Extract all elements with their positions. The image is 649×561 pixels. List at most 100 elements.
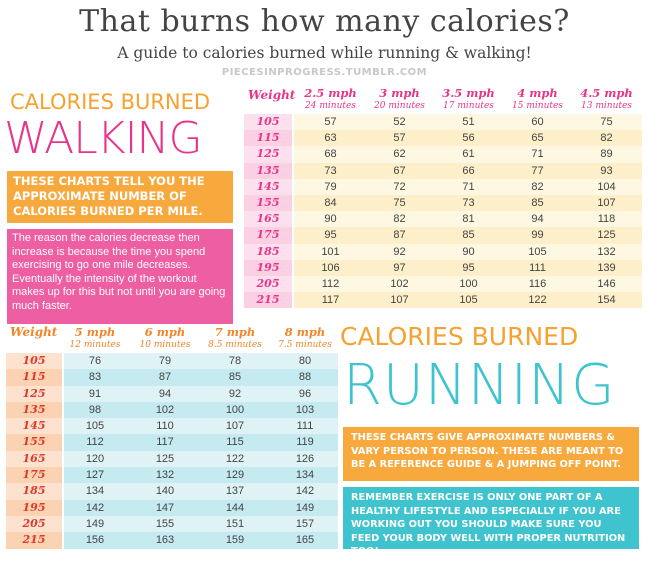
running-note-orange: THESE CHARTS GIVE APPROXIMATE NUMBERS & … — [343, 427, 639, 481]
table-row: 215 117 107 105 122 154 — [244, 292, 642, 309]
walking-row-weight: 165 — [244, 211, 292, 228]
running-table-body: 105 76 79 78 80 115 83 87 85 88 125 91 94 92 96 135 98 10… — [6, 353, 338, 549]
walking-cell: 90 — [324, 213, 337, 226]
running-cell: 134 — [295, 469, 315, 482]
table-row: 155 84 75 73 85 107 — [244, 194, 642, 212]
walking-cell: 146 — [597, 277, 616, 290]
running-row-values: 91 94 92 96 — [64, 385, 338, 402]
walking-column-speed: 3 mph — [379, 86, 420, 100]
running-cell: 142 — [85, 501, 105, 514]
running-column-speed: 5 mph — [74, 325, 116, 339]
walking-row-values: 106 97 95 111 139 — [294, 259, 642, 276]
walking-column-header: 4 mph 15 minutes — [503, 86, 572, 112]
table-row: 105 76 79 78 80 — [6, 353, 338, 370]
walking-row-values: 101 92 90 105 132 — [294, 243, 642, 260]
running-cell: 98 — [88, 403, 102, 416]
table-row: 145 105 110 107 111 — [6, 418, 338, 435]
running-note-teal: REMEMBER EXERCISE IS ONLY ONE PART OF A … — [343, 487, 639, 557]
running-row-values: 76 79 78 80 — [64, 353, 338, 370]
walking-row-weight: 195 — [244, 259, 292, 276]
walking-row-values: 73 67 66 77 93 — [294, 162, 642, 179]
walking-cell: 71 — [462, 180, 475, 193]
running-cell: 125 — [155, 452, 175, 465]
running-cell: 155 — [155, 517, 175, 530]
walking-cell: 107 — [597, 196, 616, 209]
walking-cell: 102 — [390, 277, 409, 290]
walking-cell: 99 — [531, 229, 544, 242]
running-cell: 149 — [295, 501, 315, 514]
walking-row-weight: 205 — [244, 275, 292, 293]
page-title: That burns how many calories? — [79, 4, 570, 39]
running-cell: 122 — [225, 452, 245, 465]
walking-cell: 57 — [324, 116, 337, 128]
running-row-weight: 145 — [6, 418, 62, 435]
walking-cell: 154 — [597, 294, 616, 307]
page-subtitle: A guide to calories burned while running… — [117, 44, 532, 62]
walking-cell: 106 — [321, 261, 340, 274]
walking-row-values: 68 62 61 71 89 — [294, 146, 642, 163]
running-row-values: 127 132 129 134 — [64, 467, 338, 484]
walking-column-time: 15 minutes — [512, 101, 563, 111]
table-row: 175 127 132 129 134 — [6, 467, 338, 484]
walking-row-values: 117 107 105 122 154 — [294, 292, 642, 309]
walking-cell: 101 — [321, 245, 340, 258]
running-table: Weight 5 mph 12 minutes 6 mph 10 minutes 7 m… — [6, 325, 338, 549]
walking-cell: 87 — [393, 229, 406, 242]
running-cell: 119 — [296, 436, 314, 449]
table-row: 185 134 140 137 142 — [6, 483, 338, 500]
source-credit: PIECESINPROGRESS.TUMBLR.COM — [221, 67, 428, 78]
running-column-time: 7.5 minutes — [278, 340, 332, 350]
running-column-time: 10 minutes — [139, 340, 191, 350]
running-column-header: 6 mph 10 minutes — [130, 325, 200, 351]
table-row: 165 120 125 122 126 — [6, 450, 338, 468]
running-cell: 112 — [86, 436, 104, 449]
walking-cell: 116 — [528, 277, 547, 290]
table-row: 185 101 92 90 105 132 — [244, 243, 642, 260]
walking-cell: 95 — [324, 229, 337, 242]
walking-cell: 75 — [393, 196, 406, 209]
walking-cell: 81 — [462, 213, 475, 226]
running-cell: 134 — [85, 485, 105, 498]
walking-cell: 107 — [390, 294, 409, 307]
walking-cell: 95 — [462, 261, 475, 274]
walking-row-weight: 155 — [244, 194, 292, 212]
running-column-time: 8.5 minutes — [208, 340, 262, 350]
running-label-big: RUNNING — [343, 353, 616, 418]
running-cell: 85 — [228, 371, 242, 384]
walking-cell: 125 — [597, 229, 616, 242]
running-row-weight: 115 — [6, 369, 62, 386]
running-cell: 149 — [85, 517, 105, 530]
walking-cell: 65 — [531, 132, 544, 145]
walking-cell: 51 — [462, 116, 475, 128]
table-row: 205 112 102 100 116 146 — [244, 275, 642, 293]
running-row-weight: 175 — [6, 467, 62, 484]
walking-cell: 82 — [531, 180, 544, 193]
table-row: 175 95 87 85 99 125 — [244, 227, 642, 244]
walking-cell: 57 — [393, 132, 406, 145]
running-cell: 94 — [158, 387, 172, 400]
running-cell: 91 — [88, 387, 102, 400]
running-row-values: 156 163 159 165 — [64, 532, 338, 549]
walking-cell: 105 — [459, 294, 478, 307]
walking-cell: 132 — [597, 245, 616, 258]
running-column-time: 12 minutes — [69, 340, 121, 350]
walking-table-body: 105 57 52 51 60 75 115 63 57 56 65 82 125 68 62 61 71 89 1… — [244, 114, 642, 309]
walking-column-header: 3.5 mph 17 minutes — [434, 86, 503, 112]
walking-cell: 72 — [393, 180, 406, 193]
walking-column-speed: 4.5 mph — [580, 86, 633, 100]
walking-note-pink: The reason the calories decrease then in… — [7, 229, 233, 324]
running-row-weight: 185 — [6, 483, 62, 500]
walking-cell: 117 — [321, 294, 340, 307]
running-cell: 102 — [155, 403, 175, 416]
running-column-speed: 7 mph — [214, 325, 256, 339]
running-cell: 147 — [155, 501, 175, 514]
walking-row-values: 79 72 71 82 104 — [294, 178, 642, 195]
running-cell: 137 — [225, 485, 245, 498]
running-cell: 129 — [225, 469, 245, 482]
walking-row-values: 90 82 81 94 118 — [294, 211, 642, 228]
walking-cell: 93 — [600, 164, 613, 177]
walking-column-header: 4.5 mph 13 minutes — [572, 86, 641, 112]
walking-column-header: 2.5 mph 24 minutes — [296, 86, 365, 112]
running-cell: 96 — [298, 387, 312, 400]
walking-row-weight: 105 — [244, 114, 292, 131]
